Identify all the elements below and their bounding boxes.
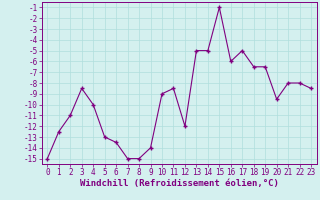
X-axis label: Windchill (Refroidissement éolien,°C): Windchill (Refroidissement éolien,°C): [80, 179, 279, 188]
